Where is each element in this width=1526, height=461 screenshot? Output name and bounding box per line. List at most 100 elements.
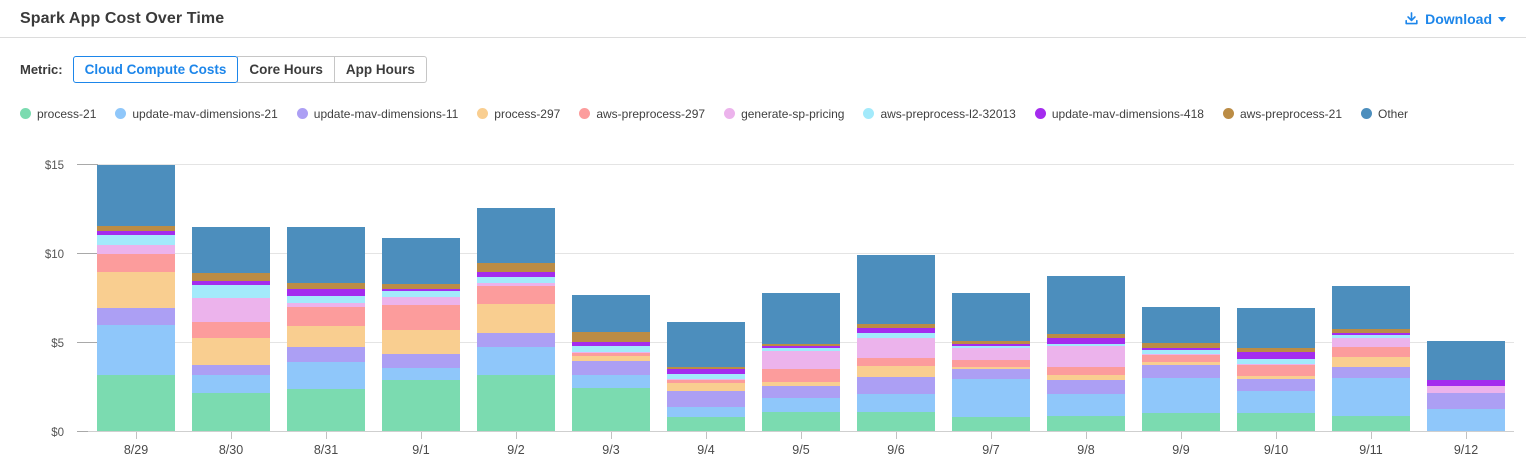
legend-item[interactable]: Other bbox=[1361, 107, 1408, 121]
bar-segment-update-mav-dimensions-21 bbox=[1332, 378, 1410, 416]
gridline bbox=[88, 431, 1514, 432]
bar-segment-process-21 bbox=[1237, 412, 1315, 432]
bar-segment-aws-preprocess-297 bbox=[382, 305, 460, 331]
x-axis-label: 8/31 bbox=[313, 443, 339, 457]
bar-segment-aws-preprocess-21 bbox=[382, 284, 460, 289]
bar-segment-generate-sp-pricing bbox=[1047, 346, 1125, 367]
chart-area: $0 $5 $10 $15 8/29 8/30 8/31 9/1 9/2 9/3 9/4 9/5 9/6… bbox=[0, 150, 1526, 457]
bar-segment-aws-preprocess-l2-32013 bbox=[667, 373, 745, 379]
bar-segment-aws-preprocess-l2-32013 bbox=[857, 333, 935, 338]
bar-segment-Other bbox=[1142, 307, 1220, 344]
bar-segment-Other bbox=[1047, 276, 1125, 334]
x-axis-tick bbox=[135, 432, 137, 439]
bar-segment-generate-sp-pricing bbox=[287, 303, 365, 307]
bar-segment-process-21 bbox=[1142, 413, 1220, 432]
bar-segment-Other bbox=[382, 237, 460, 285]
legend-label: aws-preprocess-l2-32013 bbox=[880, 106, 1016, 121]
bar-segment-process-297 bbox=[97, 272, 175, 308]
legend-item[interactable]: update-mav-dimensions-418 bbox=[1034, 107, 1204, 121]
bar-segment-update-mav-dimensions-21 bbox=[952, 379, 1030, 418]
bar-column-9/12 bbox=[1427, 341, 1505, 432]
x-axis-label: 8/30 bbox=[218, 443, 244, 457]
y-axis-tick bbox=[77, 253, 98, 254]
legend-item[interactable]: update-mav-dimensions-11 bbox=[296, 106, 459, 121]
bar-segment-aws-preprocess-21 bbox=[1237, 348, 1315, 352]
panel-header: Spark App Cost Over Time Download bbox=[0, 0, 1526, 38]
gridline bbox=[88, 253, 1514, 254]
metric-option-cloud-compute-costs[interactable]: Cloud Compute Costs bbox=[72, 55, 239, 83]
x-axis-label: 9/5 bbox=[792, 443, 810, 457]
download-button[interactable]: Download bbox=[1404, 11, 1506, 27]
bar-segment-process-21 bbox=[572, 388, 650, 432]
x-axis-tick bbox=[1085, 432, 1087, 439]
bar-segment-aws-preprocess-21 bbox=[952, 340, 1030, 344]
legend-item[interactable]: update-mav-dimensions-21 bbox=[115, 107, 278, 121]
bar-column-9/2 bbox=[477, 208, 555, 432]
metric-option-core-hours[interactable]: Core Hours bbox=[237, 55, 335, 83]
bar-column-8/30 bbox=[192, 226, 270, 432]
bar-segment-process-297 bbox=[762, 381, 840, 386]
bar-segment-aws-preprocess-l2-32013 bbox=[382, 291, 460, 297]
y-axis-label: $15 bbox=[44, 160, 64, 172]
bar-segment-process-21 bbox=[97, 375, 175, 432]
bar-segment-update-mav-dimensions-21 bbox=[1142, 378, 1220, 414]
bar-segment-update-mav-dimensions-418 bbox=[287, 289, 365, 297]
bar-segment-update-mav-dimensions-418 bbox=[1427, 379, 1505, 387]
legend-item[interactable]: generate-sp-pricing bbox=[724, 107, 844, 121]
bar-segment-process-21 bbox=[762, 412, 840, 432]
legend-swatch-icon bbox=[1034, 108, 1046, 119]
legend-item[interactable]: aws-preprocess-297 bbox=[579, 107, 705, 121]
bar-segment-update-mav-dimensions-11 bbox=[477, 333, 555, 347]
legend-item[interactable]: aws-preprocess-l2-32013 bbox=[863, 106, 1016, 121]
bar-segment-aws-preprocess-l2-32013 bbox=[477, 277, 555, 284]
bar-segment-aws-preprocess-297 bbox=[192, 321, 270, 339]
bar-segment-update-mav-dimensions-11 bbox=[97, 307, 175, 326]
bar-segment-generate-sp-pricing bbox=[1237, 364, 1315, 366]
x-axis-tick bbox=[230, 432, 232, 439]
bar-segment-process-21 bbox=[192, 392, 270, 432]
metric-option-app-hours[interactable]: App Hours bbox=[333, 55, 427, 83]
legend-item[interactable]: process-297 bbox=[477, 107, 560, 121]
bar-segment-update-mav-dimensions-11 bbox=[667, 391, 745, 408]
x-axis-label: 9/1 bbox=[412, 443, 430, 457]
bar-segment-update-mav-dimensions-21 bbox=[97, 325, 175, 376]
bar-segment-Other bbox=[477, 208, 555, 264]
bar-segment-update-mav-dimensions-11 bbox=[952, 369, 1030, 380]
bar-segment-generate-sp-pricing bbox=[382, 296, 460, 306]
bar-segment-process-21 bbox=[1332, 415, 1410, 432]
bar-segment-update-mav-dimensions-418 bbox=[382, 288, 460, 292]
legend-swatch-icon bbox=[296, 108, 308, 119]
bar-segment-update-mav-dimensions-21 bbox=[762, 398, 840, 413]
legend-item[interactable]: process-21 bbox=[20, 107, 96, 121]
legend-item[interactable]: aws-preprocess-21 bbox=[1222, 106, 1342, 121]
bar-segment-generate-sp-pricing bbox=[1427, 386, 1505, 394]
bar-segment-Other bbox=[97, 165, 175, 227]
x-axis-tick bbox=[1465, 432, 1467, 439]
x-axis-tick bbox=[325, 432, 327, 439]
bar-segment-aws-preprocess-21 bbox=[667, 367, 745, 369]
bar-segment-update-mav-dimensions-11 bbox=[1237, 379, 1315, 392]
x-axis-tick bbox=[705, 432, 707, 439]
gridline bbox=[88, 164, 1514, 165]
x-axis-tick bbox=[1370, 432, 1372, 439]
bar-segment-generate-sp-pricing bbox=[477, 283, 555, 286]
legend-label: process-297 bbox=[494, 106, 561, 121]
metric-row: Metric: Cloud Compute Costs Core Hours A… bbox=[20, 55, 1526, 83]
bar-segment-process-297 bbox=[952, 366, 1030, 370]
bar-column-9/9 bbox=[1142, 307, 1220, 432]
bar-column-9/7 bbox=[952, 293, 1030, 432]
bar-segment-update-mav-dimensions-418 bbox=[762, 346, 840, 348]
bar-segment-process-297 bbox=[857, 366, 935, 377]
bar-segment-aws-preprocess-21 bbox=[857, 324, 935, 329]
bar-segment-update-mav-dimensions-21 bbox=[382, 368, 460, 381]
x-axis-label: 9/12 bbox=[1453, 443, 1479, 457]
bar-segment-update-mav-dimensions-418 bbox=[97, 231, 175, 236]
legend-label: aws-preprocess-21 bbox=[1239, 106, 1342, 121]
bar-segment-process-21 bbox=[477, 375, 555, 432]
legend-swatch-icon bbox=[20, 108, 31, 119]
bar-segment-generate-sp-pricing bbox=[1142, 353, 1220, 355]
legend-label: update-mav-dimensions-11 bbox=[313, 106, 459, 121]
legend-swatch-icon bbox=[724, 108, 736, 119]
bar-segment-update-mav-dimensions-418 bbox=[192, 280, 270, 285]
bar-segment-aws-preprocess-21 bbox=[1142, 343, 1220, 348]
